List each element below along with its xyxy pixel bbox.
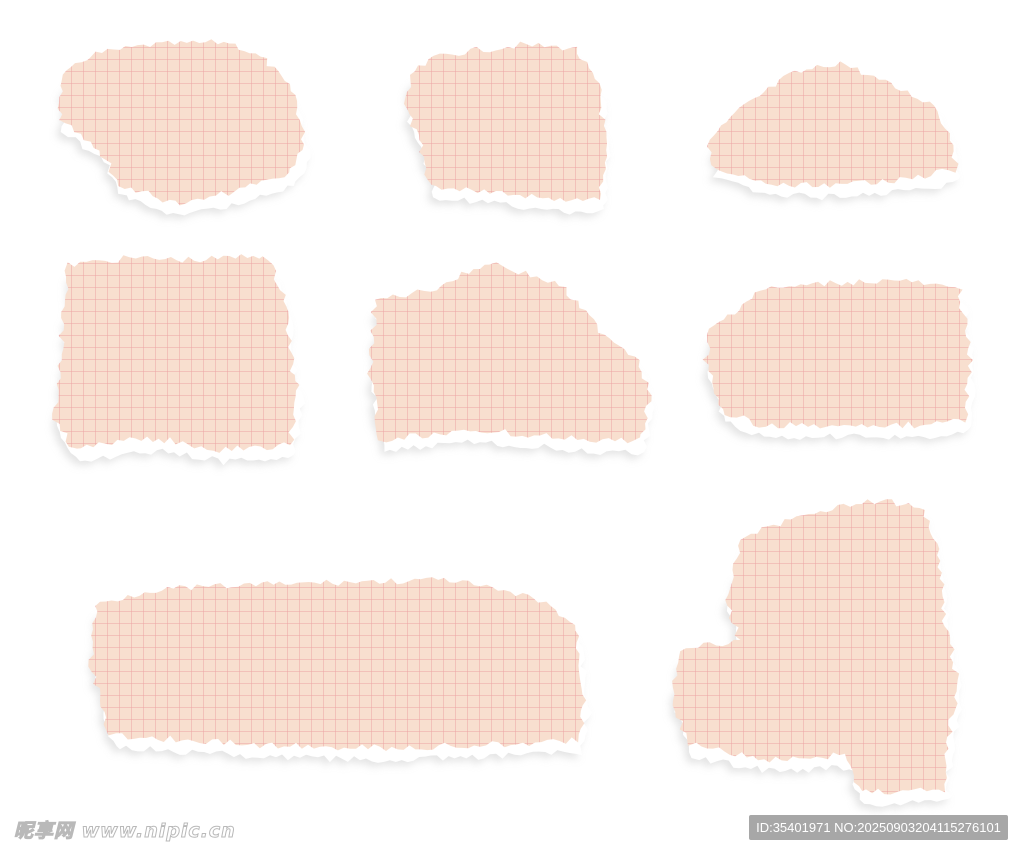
- paper-piece-3: [707, 61, 961, 205]
- grid-paper-surface: [707, 61, 959, 188]
- grid-paper-surface: [404, 41, 608, 202]
- paper-piece-7: [87, 577, 593, 767]
- paper-piece-1: [56, 39, 311, 220]
- paper-piece-6: [702, 278, 976, 444]
- grid-paper-surface: [52, 254, 300, 453]
- paper-piece-8: [669, 499, 962, 811]
- grid-paper-surface: [702, 278, 974, 429]
- grid-paper-surface: [367, 262, 652, 444]
- paper-piece-4: [52, 254, 306, 470]
- paper-piece-5: [367, 262, 655, 460]
- paper-piece-2: [403, 41, 611, 219]
- watermark-id-label: ID:35401971 NO:20250903204115276101: [749, 815, 1008, 840]
- grid-paper-surface: [88, 577, 587, 751]
- grid-paper-surface: [57, 39, 306, 206]
- grid-paper-surface: [672, 499, 960, 795]
- watermark-site-logo: 昵享网 www.nipic.cn: [14, 820, 236, 843]
